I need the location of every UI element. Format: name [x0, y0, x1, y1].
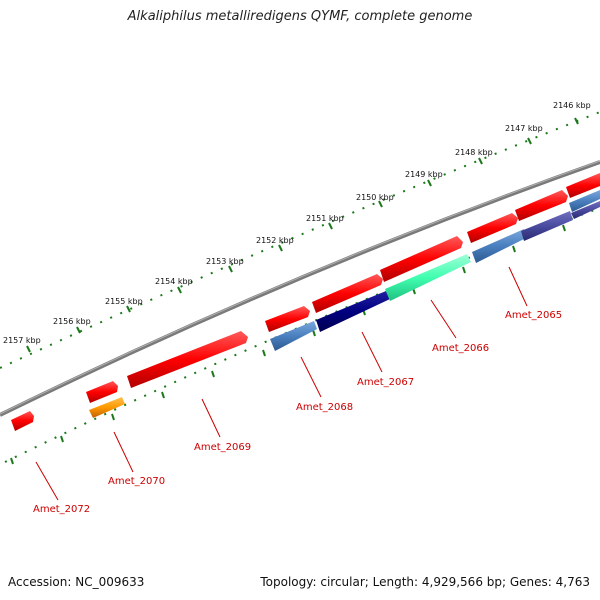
- genome-summary-text: Topology: circular; Length: 4,929,566 bp…: [260, 575, 590, 589]
- cds-arrow[interactable]: [11, 411, 34, 431]
- tick-label: 2151 kbp: [306, 214, 344, 223]
- cds-arrow[interactable]: [385, 254, 471, 301]
- gene-labels: Amet_2065 Amet_2066 Amet_2067 Amet_2068 …: [33, 310, 562, 515]
- major-tick: [228, 265, 233, 273]
- gene-label[interactable]: Amet_2068: [296, 402, 353, 413]
- cds-arrow[interactable]: [566, 173, 600, 198]
- cds-arrow[interactable]: [571, 201, 600, 219]
- tick-label: 2156 kbp: [53, 317, 91, 326]
- major-tick: [312, 329, 316, 337]
- leader-line: [201, 398, 221, 438]
- tick-label: 2157 kbp: [3, 336, 41, 345]
- gene-label[interactable]: Amet_2070: [108, 476, 165, 487]
- reverse-cds-track: [89, 190, 600, 418]
- cds-arrow[interactable]: [265, 306, 310, 332]
- major-tick: [60, 435, 64, 443]
- major-tick: [478, 157, 483, 165]
- tick-label: 2150 kbp: [356, 193, 394, 202]
- cds-arrow[interactable]: [270, 321, 317, 351]
- major-tick: [111, 413, 115, 421]
- cds-arrow[interactable]: [472, 229, 528, 263]
- leader-line: [113, 431, 134, 473]
- tick-label: 2148 kbp: [455, 148, 493, 157]
- tick-label: 2149 kbp: [405, 170, 443, 179]
- genome-backbone: [0, 160, 600, 417]
- major-tick: [161, 391, 165, 399]
- cds-arrow[interactable]: [316, 291, 390, 332]
- cds-arrow[interactable]: [127, 331, 248, 388]
- tick-label: 2152 kbp: [256, 236, 294, 245]
- major-tick: [278, 244, 283, 252]
- accession-text: Accession: NC_009633: [8, 575, 145, 589]
- cds-arrow[interactable]: [89, 397, 125, 418]
- leader-line: [361, 331, 383, 373]
- gene-label[interactable]: Amet_2072: [33, 504, 90, 515]
- outer-tick-dots: [0, 111, 600, 369]
- cds-arrow[interactable]: [86, 381, 118, 403]
- major-tick: [177, 286, 182, 294]
- tick-labels: 2146 kbp 2147 kbp 2148 kbp 2149 kbp 2150…: [3, 101, 591, 345]
- major-tick: [378, 200, 383, 208]
- gene-label[interactable]: Amet_2066: [432, 343, 489, 354]
- tick-label: 2147 kbp: [505, 124, 543, 133]
- leader-line: [35, 461, 59, 501]
- major-tick: [211, 370, 215, 378]
- tick-label: 2155 kbp: [105, 297, 143, 306]
- major-tick: [26, 345, 31, 353]
- cds-arrow[interactable]: [312, 274, 383, 313]
- major-tick: [10, 457, 14, 465]
- major-tick: [76, 326, 81, 334]
- gene-label[interactable]: Amet_2069: [194, 442, 251, 453]
- major-tick: [262, 349, 266, 357]
- tick-label: 2153 kbp: [206, 257, 244, 266]
- leader-line: [300, 356, 322, 398]
- genome-backbone-highlight: [0, 160, 600, 415]
- major-tick: [562, 224, 566, 232]
- outer-tick-ring: [0, 111, 600, 369]
- map-title: Alkaliphilus metalliredigens QYMF, compl…: [127, 9, 473, 24]
- label-leaders: [35, 266, 528, 501]
- cds-arrow[interactable]: [515, 190, 568, 221]
- cds-arrow[interactable]: [380, 236, 463, 282]
- major-tick: [462, 266, 466, 274]
- major-tick: [126, 305, 131, 313]
- forward-cds-track: [11, 173, 600, 431]
- tick-label: 2146 kbp: [553, 101, 591, 110]
- gene-label[interactable]: Amet_2067: [357, 377, 414, 388]
- cds-arrow[interactable]: [569, 190, 600, 212]
- tick-label: 2154 kbp: [155, 277, 193, 286]
- major-tick: [328, 222, 333, 230]
- leader-line: [430, 299, 457, 339]
- major-tick: [427, 179, 432, 187]
- gene-label[interactable]: Amet_2065: [505, 310, 562, 321]
- cds-arrow[interactable]: [521, 211, 573, 241]
- major-tick: [512, 245, 516, 253]
- leader-line: [508, 266, 528, 307]
- cds-arrow[interactable]: [467, 213, 518, 243]
- major-tick: [527, 137, 532, 145]
- major-tick: [574, 117, 579, 125]
